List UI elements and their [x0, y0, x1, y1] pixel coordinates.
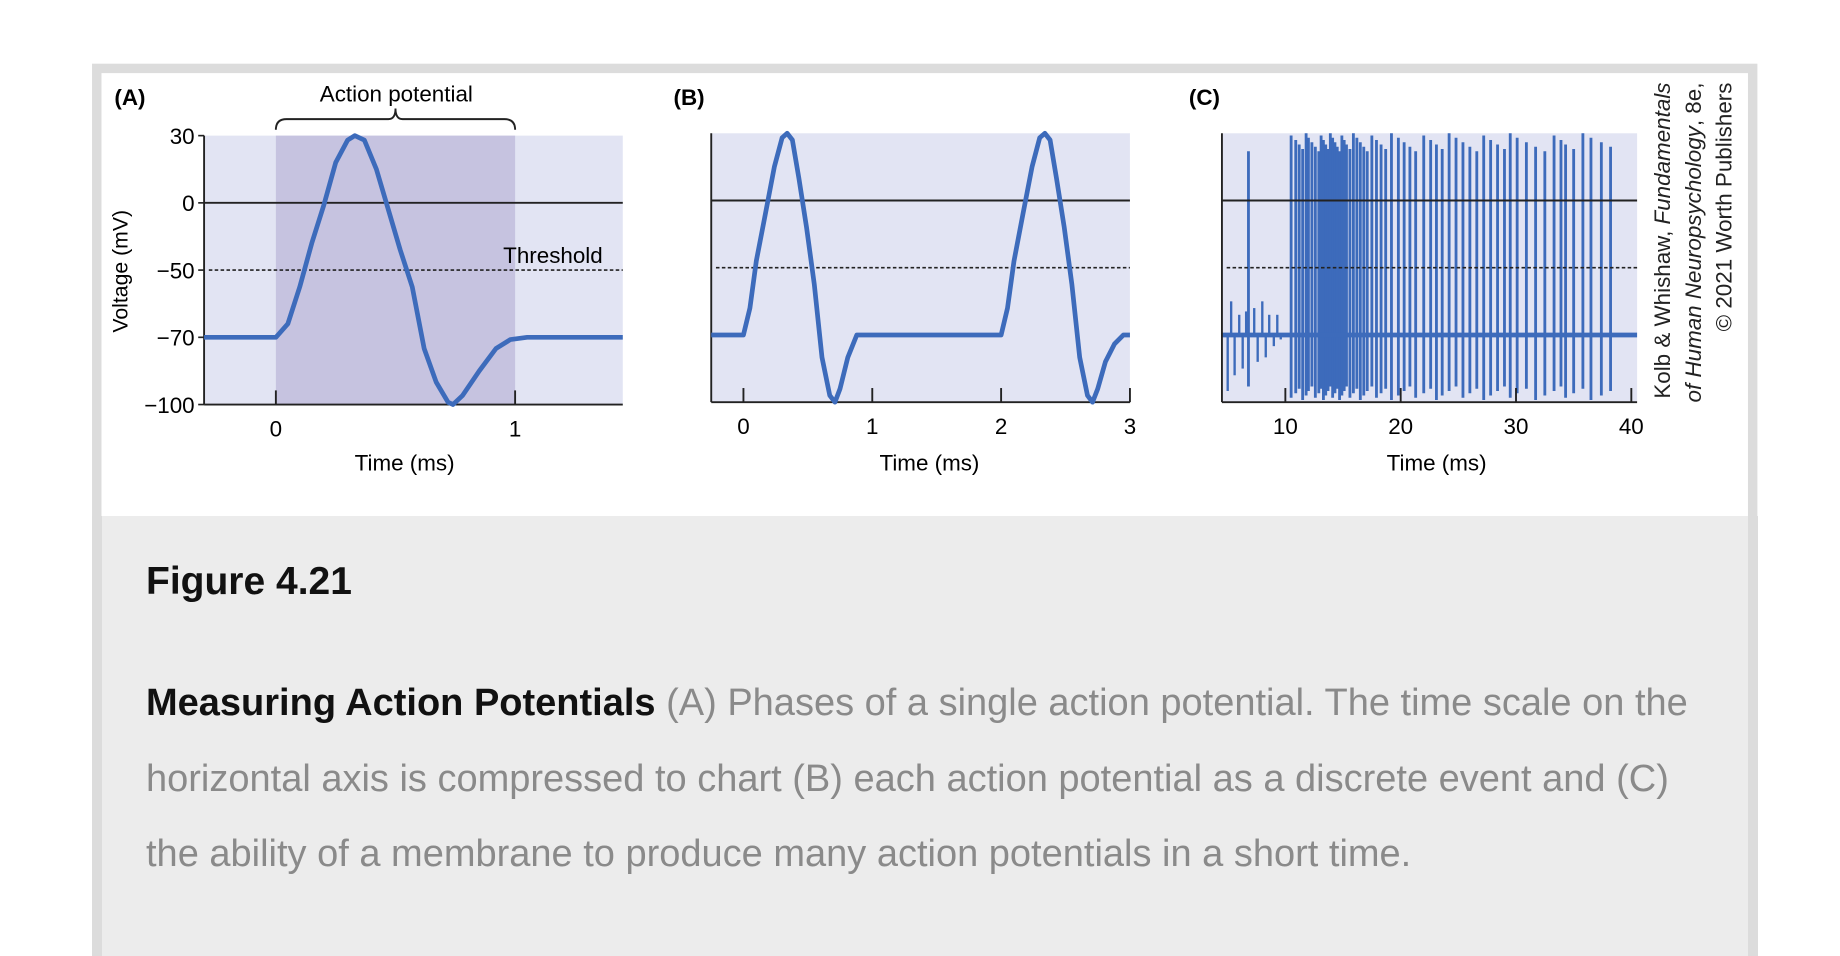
x-tick-label: 0 [270, 416, 282, 441]
image-credit: Kolb & Whishaw, Fundamentals of Human Ne… [1650, 83, 1736, 403]
panel-b-label: (B) [673, 85, 704, 110]
x-tick-label: 3 [1124, 414, 1136, 439]
panel-a-x-axis-label: Time (ms) [355, 451, 455, 476]
figure-title: Figure 4.21 [146, 560, 352, 603]
threshold-label: Threshold [503, 243, 603, 268]
panel-c-label: (C) [1189, 85, 1220, 110]
action-potential-bracket [274, 108, 517, 130]
panel-b: (B) 0 1 2 3 Time (ms) [673, 85, 1136, 476]
action-potential-label: Action potential [320, 81, 473, 106]
credit-line-2: of Human Neuropsychology, 8e, [1681, 83, 1706, 403]
caption-body: (A) Phases of a single action potential.… [146, 682, 1688, 875]
x-tick-label: 30 [1504, 414, 1529, 439]
x-tick-label: 20 [1388, 414, 1413, 439]
x-tick-label: 0 [737, 414, 749, 439]
panel-a-voltage-trace [204, 133, 623, 407]
x-tick-label: 2 [995, 414, 1007, 439]
y-tick-label: −70 [157, 326, 195, 351]
caption-heading: Measuring Action Potentials [146, 682, 656, 724]
panel-a-label: (A) [114, 85, 145, 110]
y-tick-label: 30 [170, 124, 195, 149]
panel-a: (A) Action potential Threshold Voltage (… [109, 81, 623, 476]
credit-authors: Kolb & Whishaw, [1650, 224, 1675, 398]
credit-title-part-2: of Human Neuropsychology [1681, 124, 1706, 402]
figure-caption-text: Measuring Action Potentials (A) Phases o… [146, 666, 1716, 893]
x-tick-label: 10 [1273, 414, 1298, 439]
x-tick-label: 40 [1619, 414, 1644, 439]
panel-c: (C) 10 20 30 40 Time (ms) [1189, 85, 1644, 476]
x-tick-label: 1 [509, 416, 521, 441]
credit-copyright: © 2021 Worth Publishers [1711, 83, 1736, 332]
figure-caption: Figure 4.21 Measuring Action Potentials … [92, 516, 1758, 956]
panel-b-x-axis-label: Time (ms) [879, 451, 979, 476]
figure-panels: (A) Action potential Threshold Voltage (… [92, 63, 1758, 516]
panel-c-x-axis-label: Time (ms) [1387, 451, 1487, 476]
y-tick-label: 0 [182, 191, 194, 216]
y-tick-label: −50 [157, 258, 195, 283]
credit-title-part-1: Fundamentals [1650, 83, 1675, 225]
panel-b-voltage-trace [711, 130, 1130, 405]
credit-line-1: Kolb & Whishaw, Fundamentals [1650, 83, 1675, 399]
y-axis-label: Voltage (mV) [109, 210, 132, 333]
credit-edition: , 8e, [1681, 83, 1706, 127]
x-tick-label: 1 [866, 414, 878, 439]
y-tick-label: −100 [144, 393, 194, 418]
